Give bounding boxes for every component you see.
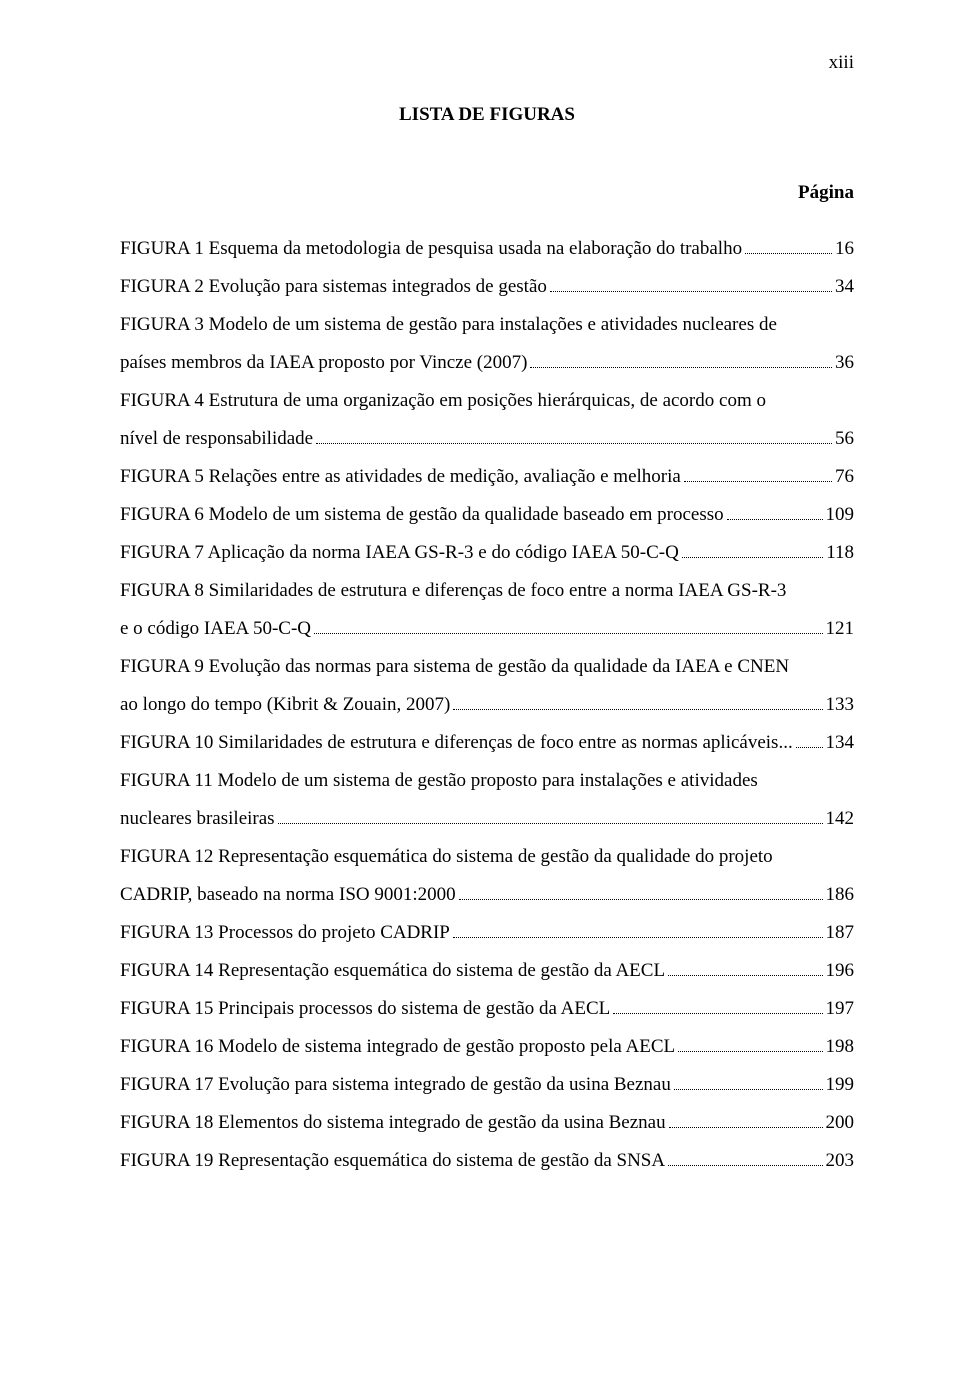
- figure-entry: FIGURA 8 Similaridades de estrutura e di…: [120, 572, 854, 648]
- leader-dots: [459, 883, 823, 900]
- leader-dots: [613, 997, 822, 1014]
- entry-text: FIGURA 9 Evolução das normas para sistem…: [120, 648, 854, 686]
- figure-entry: FIGURA 1 Esquema da metodologia de pesqu…: [120, 230, 854, 268]
- leader-dots: [684, 465, 832, 482]
- entry-text-tail: países membros da IAEA proposto por Vinc…: [120, 344, 527, 382]
- entry-text: FIGURA 3 Modelo de um sistema de gestão …: [120, 306, 854, 344]
- figure-entry: FIGURA 18 Elementos do sistema integrado…: [120, 1104, 854, 1142]
- entry-page: 34: [835, 268, 854, 306]
- entry-page: 133: [826, 686, 855, 724]
- entry-text: FIGURA 4 Estrutura de uma organização em…: [120, 382, 854, 420]
- figure-entry: FIGURA 14 Representação esquemática do s…: [120, 952, 854, 990]
- entry-text-tail: e o código IAEA 50-C-Q: [120, 610, 311, 648]
- figure-entry: FIGURA 2 Evolução para sistemas integrad…: [120, 268, 854, 306]
- figure-entry: FIGURA 10 Similaridades de estrutura e d…: [120, 724, 854, 762]
- entry-page: 200: [826, 1104, 855, 1142]
- entry-page: 36: [835, 344, 854, 382]
- entry-page: 56: [835, 420, 854, 458]
- entry-page: 118: [826, 534, 854, 572]
- leader-dots: [727, 503, 823, 520]
- leader-dots: [530, 351, 832, 368]
- figure-entry: FIGURA 16 Modelo de sistema integrado de…: [120, 1028, 854, 1066]
- entry-page: 186: [826, 876, 855, 914]
- entry-text: FIGURA 15 Principais processos do sistem…: [120, 990, 610, 1028]
- leader-dots: [453, 693, 822, 710]
- entry-text: FIGURA 19 Representação esquemática do s…: [120, 1142, 665, 1180]
- figure-list: FIGURA 1 Esquema da metodologia de pesqu…: [120, 230, 854, 1180]
- leader-dots: [314, 617, 822, 634]
- entry-text: FIGURA 2 Evolução para sistemas integrad…: [120, 268, 547, 306]
- entry-text: FIGURA 17 Evolução para sistema integrad…: [120, 1066, 671, 1104]
- entry-text: FIGURA 14 Representação esquemática do s…: [120, 952, 665, 990]
- entry-page: 134: [826, 724, 855, 762]
- entry-text: FIGURA 1 Esquema da metodologia de pesqu…: [120, 230, 742, 268]
- entry-text: FIGURA 12 Representação esquemática do s…: [120, 838, 854, 876]
- figure-entry: FIGURA 6 Modelo de um sistema de gestão …: [120, 496, 854, 534]
- entry-text: FIGURA 10 Similaridades de estrutura e d…: [120, 724, 793, 762]
- entry-text-tail: nível de responsabilidade: [120, 420, 313, 458]
- entry-text-tail: ao longo do tempo (Kibrit & Zouain, 2007…: [120, 686, 450, 724]
- figure-entry: FIGURA 15 Principais processos do sistem…: [120, 990, 854, 1028]
- leader-dots: [453, 921, 823, 938]
- page-number: xiii: [120, 52, 854, 74]
- leader-dots: [668, 959, 822, 976]
- figure-entry: FIGURA 12 Representação esquemática do s…: [120, 838, 854, 914]
- figure-entry: FIGURA 3 Modelo de um sistema de gestão …: [120, 306, 854, 382]
- leader-dots: [678, 1035, 822, 1052]
- leader-dots: [682, 541, 823, 558]
- entry-page: 199: [826, 1066, 855, 1104]
- leader-dots: [796, 731, 823, 748]
- entry-page: 196: [826, 952, 855, 990]
- entry-page: 76: [835, 458, 854, 496]
- leader-dots: [745, 237, 832, 254]
- figure-entry: FIGURA 5 Relações entre as atividades de…: [120, 458, 854, 496]
- entry-page: 121: [826, 610, 855, 648]
- entry-page: 198: [826, 1028, 855, 1066]
- entry-page: 142: [826, 800, 855, 838]
- leader-dots: [674, 1073, 823, 1090]
- entry-text: FIGURA 11 Modelo de um sistema de gestão…: [120, 762, 854, 800]
- figure-entry: FIGURA 9 Evolução das normas para sistem…: [120, 648, 854, 724]
- entry-text-tail: CADRIP, baseado na norma ISO 9001:2000: [120, 876, 456, 914]
- entry-text-tail: nucleares brasileiras: [120, 800, 275, 838]
- entry-text: FIGURA 7 Aplicação da norma IAEA GS-R-3 …: [120, 534, 679, 572]
- leader-dots: [550, 275, 832, 292]
- entry-page: 197: [826, 990, 855, 1028]
- entry-text: FIGURA 18 Elementos do sistema integrado…: [120, 1104, 666, 1142]
- entry-text: FIGURA 6 Modelo de um sistema de gestão …: [120, 496, 724, 534]
- figure-entry: FIGURA 7 Aplicação da norma IAEA GS-R-3 …: [120, 534, 854, 572]
- figure-entry: FIGURA 17 Evolução para sistema integrad…: [120, 1066, 854, 1104]
- page-title: LISTA DE FIGURAS: [120, 104, 854, 126]
- entry-page: 203: [826, 1142, 855, 1180]
- leader-dots: [316, 427, 832, 444]
- entry-page: 109: [826, 496, 855, 534]
- column-header-page: Página: [120, 182, 854, 204]
- figure-entry: FIGURA 4 Estrutura de uma organização em…: [120, 382, 854, 458]
- leader-dots: [669, 1111, 823, 1128]
- leader-dots: [278, 807, 823, 824]
- figure-entry: FIGURA 13 Processos do projeto CADRIP 187: [120, 914, 854, 952]
- entry-text: FIGURA 5 Relações entre as atividades de…: [120, 458, 681, 496]
- entry-page: 16: [835, 230, 854, 268]
- leader-dots: [668, 1149, 822, 1166]
- entry-text: FIGURA 8 Similaridades de estrutura e di…: [120, 572, 854, 610]
- entry-text: FIGURA 16 Modelo de sistema integrado de…: [120, 1028, 675, 1066]
- figure-entry: FIGURA 19 Representação esquemática do s…: [120, 1142, 854, 1180]
- figure-entry: FIGURA 11 Modelo de um sistema de gestão…: [120, 762, 854, 838]
- entry-text: FIGURA 13 Processos do projeto CADRIP: [120, 914, 450, 952]
- entry-page: 187: [826, 914, 855, 952]
